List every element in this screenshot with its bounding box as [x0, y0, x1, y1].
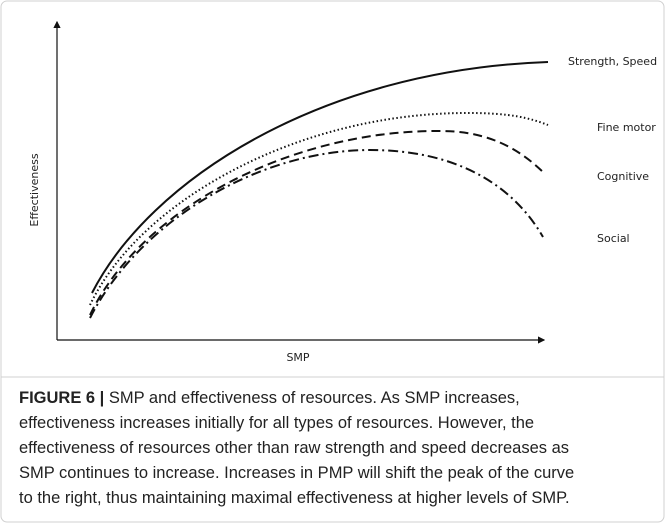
curve-label: Social — [597, 232, 630, 245]
curve-social — [89, 148, 544, 319]
curve-label: Fine motor — [597, 121, 656, 134]
caption-line: effectiveness increases initially for al… — [19, 414, 534, 432]
caption-label: FIGURE 6 | — [19, 389, 104, 407]
caption-line: to the right, thus maintaining maximal e… — [19, 489, 570, 507]
caption-line: effectiveness of resources other than ra… — [19, 439, 569, 457]
curve-label: Strength, Speed — [568, 55, 657, 68]
curve-fine-motor — [89, 111, 549, 306]
curve-strength-speed — [91, 61, 549, 294]
caption-line: FIGURE 6 | SMP and effectiveness of reso… — [19, 389, 520, 407]
caption-line: SMP continues to increase. Increases in … — [19, 464, 574, 482]
caption-text: SMP and effectiveness of resources. As S… — [104, 389, 519, 407]
y-axis-label: Effectiveness — [28, 153, 41, 226]
curve-cognitive — [89, 129, 544, 316]
curve-label: Cognitive — [597, 170, 649, 183]
x-axis-label: SMP — [286, 351, 309, 364]
